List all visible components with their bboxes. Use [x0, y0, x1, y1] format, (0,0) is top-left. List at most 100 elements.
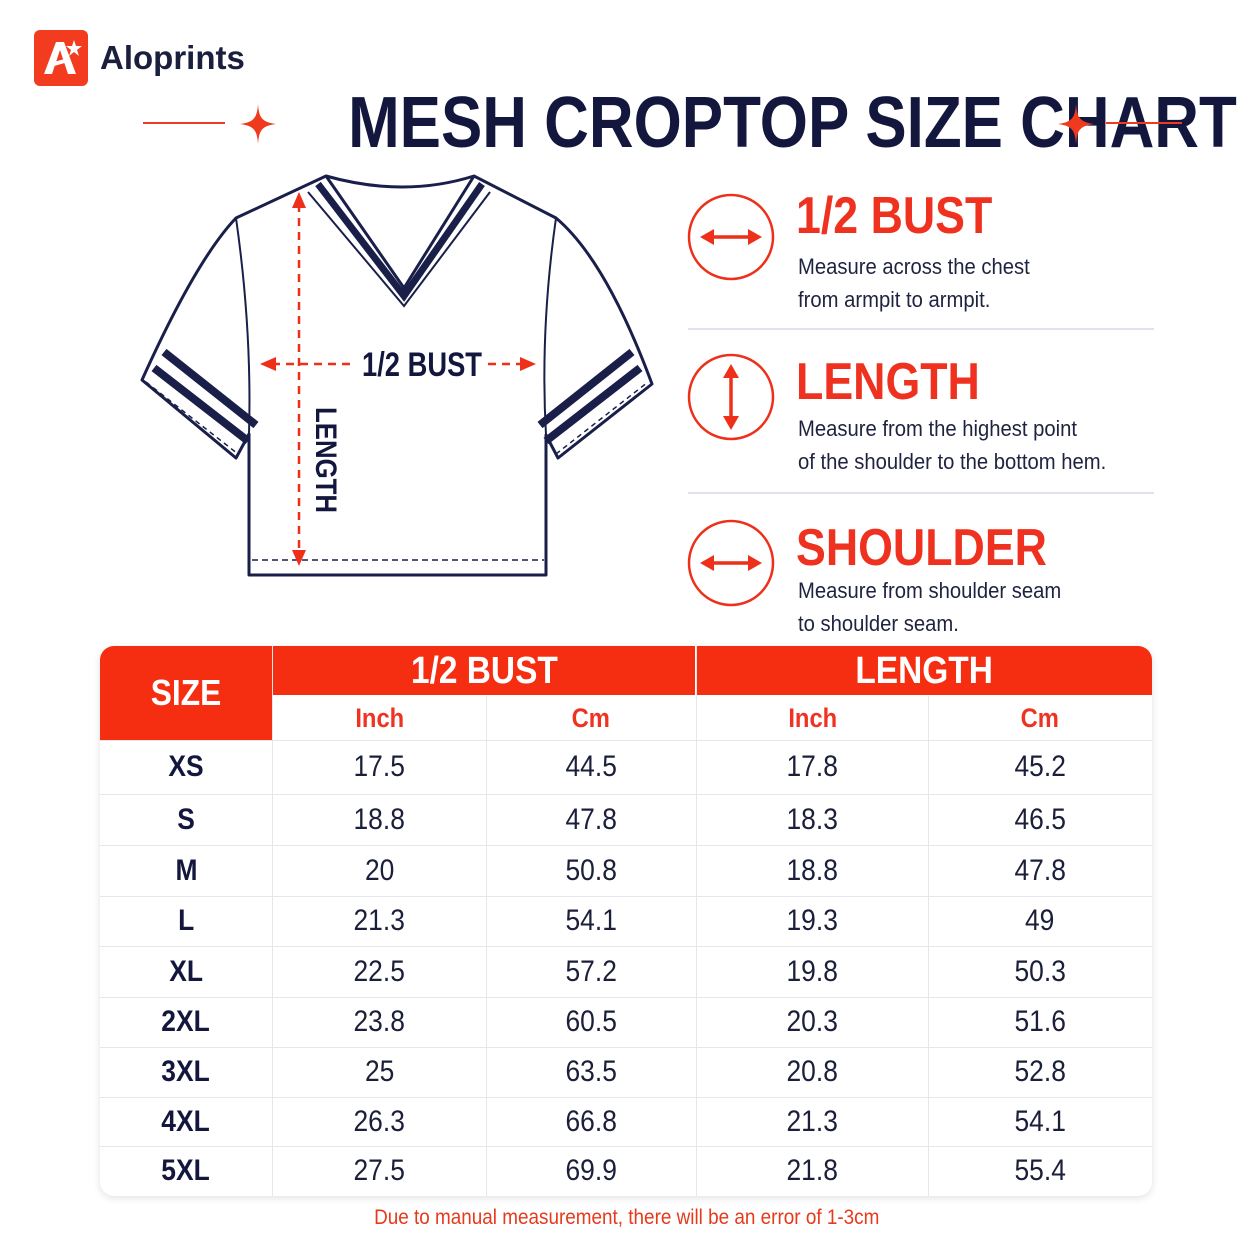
measurement-cell: 18.8 [273, 794, 486, 845]
cell-text: 21.3 [353, 904, 406, 937]
cell-text: 27.5 [353, 1154, 406, 1187]
grid-line [272, 646, 273, 1196]
title-rule-right [1106, 122, 1182, 124]
unit-header: Inch [273, 696, 486, 740]
row-divider [100, 740, 1152, 741]
length-group-header: LENGTH [697, 646, 1152, 695]
footnote-text: Due to manual measurement, there will be… [374, 1206, 880, 1229]
guide-heading: SHOULDER [796, 519, 1047, 577]
guide-shoulder: SHOULDER Measure from shoulder seam to s… [686, 518, 1156, 638]
cell-text: 2XL [161, 1005, 211, 1038]
unit-header: Inch [697, 696, 928, 740]
guide-line: of the shoulder to the bottom hem. [798, 449, 1107, 474]
cell-text: 60.5 [565, 1005, 617, 1038]
measurement-cell: 20.8 [697, 1047, 928, 1097]
guide-description: Measure from shoulder seam to shoulder s… [798, 574, 1129, 640]
guide-description: Measure across the chest from armpit to … [798, 250, 1129, 316]
row-divider [100, 946, 1152, 947]
cell-text: 4XL [161, 1104, 211, 1138]
cell-text: 66.8 [565, 1104, 617, 1138]
table-row: XL 22.5 57.2 19.8 50.3 [100, 946, 1152, 997]
grid-line [696, 646, 697, 1196]
measurement-cell: 57.2 [486, 946, 696, 997]
table-row: L 21.3 54.1 19.3 49 [100, 896, 1152, 946]
cell-text: 20.3 [786, 1005, 839, 1038]
cell-text: XL [169, 954, 203, 988]
size-header-text: SIZE [150, 672, 222, 713]
cell-text: 19.8 [786, 954, 839, 988]
table-row: M 20 50.8 18.8 47.8 [100, 845, 1152, 896]
measurement-cell: 51.6 [928, 997, 1152, 1047]
bust-group-text: 1/2 BUST [410, 650, 558, 692]
cell-text: 21.8 [786, 1154, 839, 1187]
measurement-cell: 19.8 [697, 946, 928, 997]
length-group-text: LENGTH [855, 650, 994, 692]
size-cell: 5XL [100, 1146, 272, 1196]
cell-text: 3XL [161, 1055, 211, 1088]
measurement-cell: 54.1 [486, 896, 696, 946]
size-cell: S [100, 794, 272, 845]
guide-description: Measure from the highest point of the sh… [798, 412, 1129, 478]
sparkle-icon [240, 104, 276, 144]
diagram-bust-label: 1/2 BUST [362, 346, 482, 384]
unit-header-text: Cm [1020, 703, 1060, 733]
size-cell: M [100, 845, 272, 896]
cell-text: 50.3 [1014, 954, 1066, 988]
table-row: 3XL 25 63.5 20.8 52.8 [100, 1047, 1152, 1097]
cell-text: 57.2 [565, 954, 617, 988]
cell-text: 20 [364, 853, 395, 887]
cell-text: 18.8 [353, 802, 406, 836]
size-cell: 3XL [100, 1047, 272, 1097]
measurement-cell: 66.8 [486, 1097, 696, 1146]
measurement-cell: 18.3 [697, 794, 928, 845]
table-row: S 18.8 47.8 18.3 46.5 [100, 794, 1152, 845]
guide-bust: 1/2 BUST Measure across the chest from a… [686, 187, 1156, 312]
vertical-arrow-icon [687, 353, 775, 441]
cell-text: 20.8 [786, 1055, 839, 1088]
unit-header-text: Cm [571, 703, 611, 733]
size-column-header: SIZE [100, 646, 272, 740]
cell-text: 17.8 [786, 750, 839, 783]
size-cell: 4XL [100, 1097, 272, 1146]
cell-text: 55.4 [1014, 1154, 1066, 1187]
title-rule-left [143, 122, 225, 124]
cell-text: 22.5 [353, 954, 406, 988]
measurement-cell: 69.9 [486, 1146, 696, 1196]
table-row: XS 17.5 44.5 17.8 45.2 [100, 740, 1152, 794]
measurement-cell: 22.5 [273, 946, 486, 997]
cell-text: 47.8 [1014, 853, 1066, 887]
table-row: 4XL 26.3 66.8 21.3 54.1 [100, 1097, 1152, 1146]
unit-header: Cm [486, 696, 696, 740]
cell-text: 47.8 [565, 802, 617, 836]
cell-text: 50.8 [565, 853, 617, 887]
measurement-cell: 45.2 [928, 740, 1152, 794]
cell-text: S [177, 802, 195, 836]
measurement-cell: 21.3 [697, 1097, 928, 1146]
measurement-cell: 17.5 [273, 740, 486, 794]
measurement-cell: 27.5 [273, 1146, 486, 1196]
cell-text: 19.3 [786, 904, 839, 937]
measurement-cell: 54.1 [928, 1097, 1152, 1146]
bust-group-header: 1/2 BUST [273, 646, 695, 695]
guide-line: Measure from shoulder seam [798, 578, 1062, 603]
cell-text: 46.5 [1014, 802, 1066, 836]
measurement-cell: 19.3 [697, 896, 928, 946]
measurement-cell: 18.8 [697, 845, 928, 896]
horizontal-arrow-icon [687, 519, 775, 607]
guide-heading: 1/2 BUST [796, 187, 993, 245]
cell-text: 18.8 [786, 853, 839, 887]
measurement-cell: 23.8 [273, 997, 486, 1047]
cell-text: 54.1 [1014, 1104, 1066, 1138]
guide-line: Measure across the chest [798, 254, 1030, 279]
measurement-cell: 44.5 [486, 740, 696, 794]
row-divider [100, 1047, 1152, 1048]
measurement-cell: 20.3 [697, 997, 928, 1047]
measurement-cell: 60.5 [486, 997, 696, 1047]
measurement-cell: 50.3 [928, 946, 1152, 997]
size-cell: XS [100, 740, 272, 794]
diagram-length-label: LENGTH [309, 407, 342, 513]
cell-text: 5XL [161, 1154, 211, 1187]
cell-text: 26.3 [353, 1104, 406, 1138]
unit-header-text: Inch [788, 703, 837, 733]
aloprints-logo-icon [34, 30, 88, 86]
